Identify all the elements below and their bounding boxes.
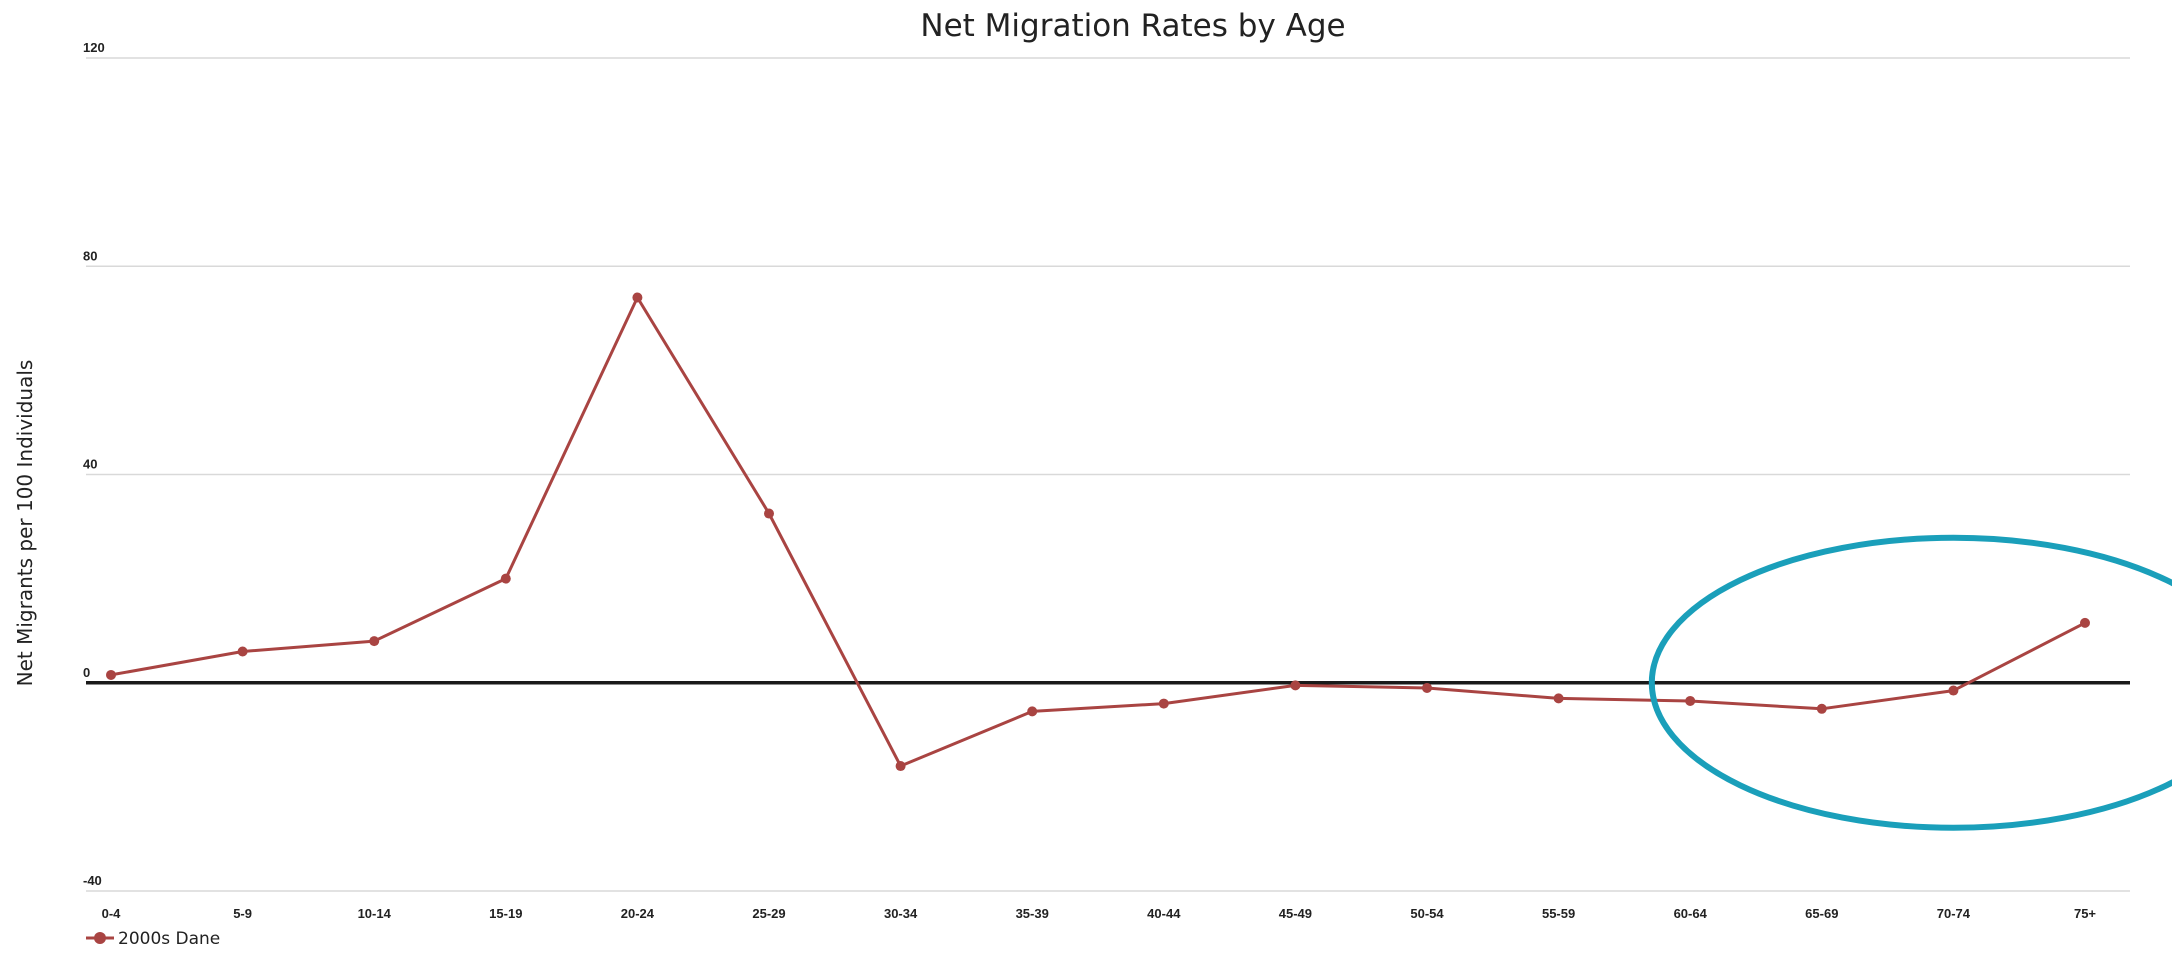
annotation-group [1648, 534, 2172, 831]
x-tick-label: 55-59 [1542, 906, 1575, 921]
x-tick-label: 30-34 [884, 906, 918, 921]
x-tick-labels: 0-4 5-9 10-14 15-19 20-24 25-29 30-34 35-39 40-4… [102, 906, 2097, 921]
y-tick-labels: -40 0 40 80 120 [83, 40, 105, 888]
x-tick-label: 65-69 [1805, 906, 1838, 921]
data-point[interactable] [1948, 685, 1959, 696]
x-tick-label: 10-14 [358, 906, 392, 921]
x-tick-label: 0-4 [102, 906, 122, 921]
x-tick-label: 40-44 [1147, 906, 1181, 921]
data-point[interactable] [1290, 680, 1301, 691]
y-axis-title: Net Migrants per 100 Individuals [13, 360, 37, 687]
data-point[interactable] [2080, 617, 2090, 628]
x-tick-label: 60-64 [1674, 906, 1708, 921]
data-point[interactable] [1553, 693, 1564, 704]
legend-label: 2000s Dane [118, 929, 220, 949]
x-tick-label: 5-9 [233, 906, 252, 921]
series-group [106, 292, 2090, 772]
gridlines [86, 57, 2130, 892]
data-point[interactable] [895, 761, 906, 772]
y-tick-label: -40 [83, 873, 102, 888]
x-tick-label: 50-54 [1410, 906, 1444, 921]
data-point[interactable] [1027, 706, 1038, 717]
data-point[interactable] [764, 508, 774, 519]
data-point[interactable] [500, 573, 511, 584]
y-tick-label: 40 [83, 457, 97, 472]
chart-title: Net Migration Rates by Age [920, 8, 1345, 44]
x-tick-label: 35-39 [1016, 906, 1049, 921]
legend-swatch-marker [94, 932, 106, 944]
legend[interactable]: 2000s Dane [86, 929, 220, 949]
x-tick-label: 25-29 [752, 906, 785, 921]
data-point[interactable] [106, 669, 116, 680]
data-point[interactable] [632, 292, 643, 303]
highlight-ellipse [1648, 534, 2172, 831]
series-line [110, 296, 2086, 768]
x-tick-label: 75+ [2074, 906, 2096, 921]
y-tick-label: 80 [83, 248, 97, 263]
data-point[interactable] [369, 636, 380, 647]
data-point[interactable] [1422, 682, 1432, 693]
x-tick-label: 20-24 [621, 906, 655, 921]
x-tick-label: 45-49 [1279, 906, 1312, 921]
y-tick-label: 120 [83, 40, 105, 55]
data-point[interactable] [1158, 698, 1169, 709]
x-tick-label: 70-74 [1937, 906, 1971, 921]
data-point[interactable] [1685, 695, 1696, 706]
data-point[interactable] [1816, 703, 1827, 714]
data-point[interactable] [237, 646, 248, 657]
y-tick-label: 0 [83, 665, 90, 680]
x-tick-label: 15-19 [489, 906, 522, 921]
